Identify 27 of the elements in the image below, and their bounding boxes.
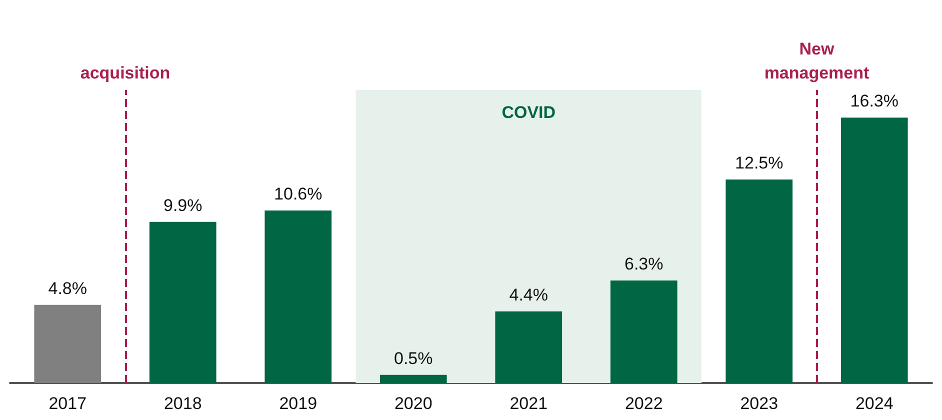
bar (380, 374, 447, 383)
x-tick-label: 2024 (855, 394, 894, 413)
bar (840, 118, 908, 383)
data-label: 9.9% (164, 196, 202, 215)
bar (34, 304, 102, 383)
x-tick-label: 2019 (279, 394, 318, 413)
x-tick-label: 2018 (164, 394, 202, 413)
bar (264, 210, 332, 383)
data-label: 10.6% (274, 184, 322, 204)
ref-line-label: acquisition (80, 64, 170, 82)
x-tick-label: 2022 (624, 394, 663, 413)
data-label: 4.8% (48, 278, 87, 298)
x-tick-label: 2020 (394, 394, 432, 413)
x-tick-label: 2023 (740, 394, 778, 413)
x-tick-label: 2017 (48, 394, 87, 413)
data-label: 12.5% (735, 154, 784, 173)
data-label: 4.4% (509, 285, 548, 304)
bar (495, 311, 562, 383)
bar (149, 222, 216, 383)
x-tick-label: 2021 (510, 394, 548, 413)
ref-line-label: New management (764, 40, 870, 82)
bar (726, 180, 793, 383)
bar (610, 280, 678, 383)
data-label: 16.3% (850, 92, 898, 111)
band-label: COVID (502, 103, 556, 122)
data-label: 0.5% (394, 348, 433, 368)
data-label: 6.3% (624, 254, 664, 274)
